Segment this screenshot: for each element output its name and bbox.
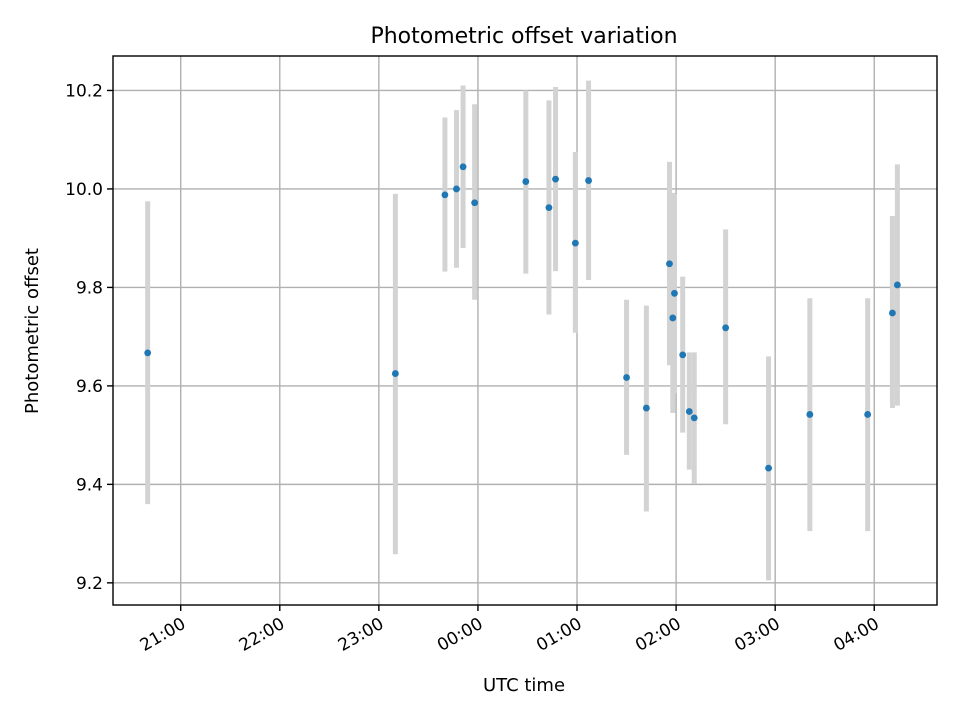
data-point	[441, 191, 449, 199]
x-tick-label: 23:00	[335, 614, 387, 656]
data-points	[144, 163, 901, 472]
data-point	[623, 374, 630, 381]
data-point	[471, 199, 479, 207]
data-point	[459, 163, 467, 171]
data-point	[765, 464, 772, 472]
data-point	[552, 175, 559, 183]
x-tick-label: 04:00	[830, 614, 882, 656]
y-tick-label: 9.6	[76, 377, 103, 397]
y-tick-label: 10.0	[65, 180, 103, 200]
data-point	[806, 411, 814, 418]
data-point	[679, 351, 687, 359]
y-tick-label: 10.2	[65, 81, 103, 101]
data-point	[669, 314, 677, 322]
y-tick-label: 9.2	[76, 574, 103, 594]
x-tick-label: 02:00	[632, 614, 684, 656]
data-point	[522, 178, 530, 185]
y-tick-label: 9.4	[76, 475, 103, 495]
data-point	[571, 239, 579, 247]
error-bars	[145, 80, 900, 581]
data-point	[666, 260, 673, 268]
y-axis-ticks: 9.2 9.4 9.6 9.8 10.0 10.2	[65, 81, 113, 594]
x-tick-label: 01:00	[533, 614, 585, 656]
x-tick-label: 21:00	[137, 614, 189, 656]
data-point	[545, 204, 553, 212]
y-tick-label: 9.8	[76, 278, 103, 298]
data-point	[864, 411, 872, 418]
x-axis-label: UTC time	[483, 675, 565, 696]
data-point	[671, 289, 678, 297]
x-tick-label: 22:00	[236, 614, 288, 656]
x-axis-ticks: 21:00 22:00 23:00 00:00 01:00 02:00 03:00 04:00	[137, 605, 883, 656]
x-tick-label: 03:00	[731, 614, 783, 656]
data-point	[642, 404, 650, 412]
data-point	[453, 185, 460, 193]
data-point	[585, 177, 592, 184]
data-point	[685, 408, 693, 415]
data-point	[690, 414, 698, 422]
data-point	[144, 349, 152, 357]
data-point	[722, 324, 730, 332]
plot-frame	[112, 55, 938, 606]
chart-title: Photometric offset variation	[370, 24, 677, 49]
y-axis-label: Photometric offset	[22, 248, 43, 414]
data-point	[889, 309, 896, 317]
data-point	[893, 281, 901, 289]
data-point	[391, 370, 399, 377]
x-tick-label: 00:00	[434, 614, 486, 656]
